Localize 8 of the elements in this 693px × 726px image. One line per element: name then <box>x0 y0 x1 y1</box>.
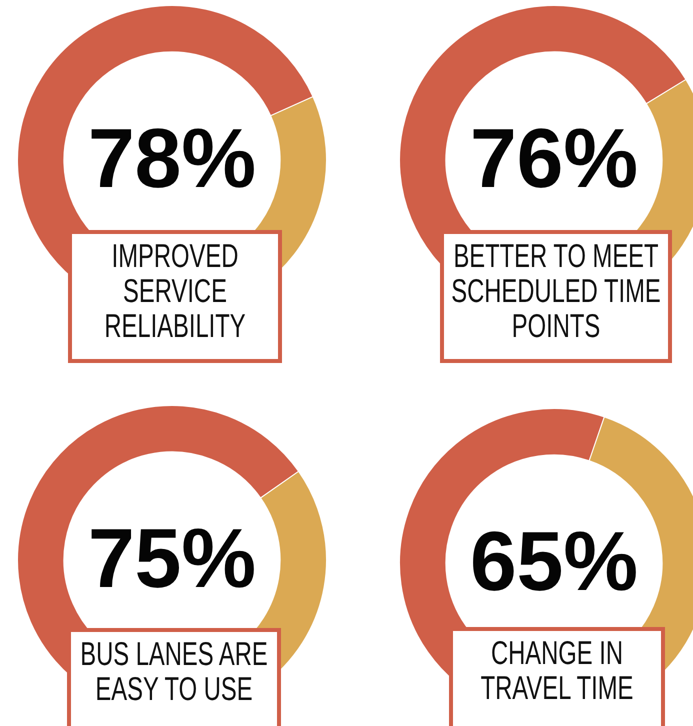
data-label: 75% <box>88 511 256 606</box>
text: BETTER TO MEET SCHEDULED TIME POINTS <box>450 237 662 344</box>
text: CHANGE IN TRAVEL TIME <box>480 634 634 706</box>
data-label: 78% <box>88 111 256 206</box>
text: IMPROVED SERVICE RELIABILITY <box>103 237 247 344</box>
data-label: 76% <box>470 111 638 206</box>
text: BUS LANES ARE EASY TO USE <box>79 635 269 707</box>
data-label: 65% <box>470 514 638 608</box>
